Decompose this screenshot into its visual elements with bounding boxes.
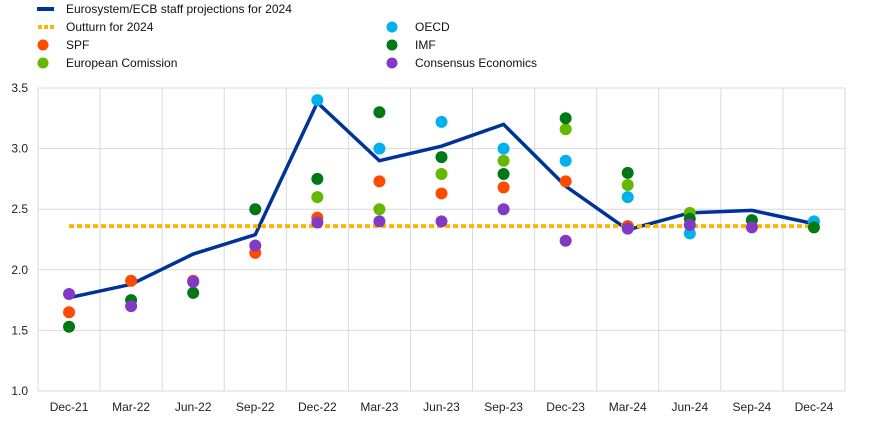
line-eurosystem-ecb-staff-projections-for-2024 — [68, 99, 815, 300]
x-tick-label: Dec-22 — [298, 400, 337, 414]
legend-item-consensus-economics: Consensus Economics — [386, 56, 537, 70]
point-imf — [249, 203, 262, 216]
legend-swatch — [386, 21, 398, 33]
point-european-comission — [435, 168, 448, 181]
point-spf — [435, 187, 448, 200]
point-spf — [373, 175, 386, 188]
x-tick-label: Dec-24 — [795, 400, 834, 414]
x-tick-label: Dec-23 — [546, 400, 585, 414]
x-tick-label: Jun-22 — [175, 400, 212, 414]
point-imf — [187, 286, 200, 299]
point-oecd — [311, 94, 324, 107]
point-imf — [435, 151, 448, 164]
point-imf — [63, 320, 76, 333]
legend-label: OECD — [415, 20, 450, 34]
point-imf — [559, 112, 572, 125]
y-tick-label: 3.5 — [11, 81, 28, 95]
legend-item-eurosystem-ecb-staff-projections-for-2024: Eurosystem/ECB staff projections for 202… — [37, 2, 292, 16]
legend-item-spf: SPF — [37, 38, 89, 52]
point-spf — [125, 274, 138, 287]
x-tick-label: Sep-22 — [236, 400, 275, 414]
x-tick-label: Jun-23 — [423, 400, 460, 414]
point-imf — [497, 168, 510, 181]
point-spf — [497, 181, 510, 194]
point-consensus-economics — [683, 218, 696, 231]
point-spf — [63, 306, 76, 319]
point-consensus-economics — [187, 275, 200, 288]
x-axis-ticks: Dec-21 Mar-22 Jun-22 Sep-22 Dec-22 Mar-23 Jun-… — [50, 400, 834, 414]
point-spf — [559, 175, 572, 188]
legend-label: European Comission — [66, 56, 177, 70]
point-consensus-economics — [125, 300, 138, 313]
legend-item-imf: IMF — [386, 38, 436, 52]
point-european-comission — [559, 123, 572, 136]
point-imf — [621, 166, 634, 179]
grid — [37, 87, 846, 392]
y-tick-label: 3.0 — [11, 142, 28, 156]
point-european-comission — [311, 191, 324, 204]
point-oecd — [497, 142, 510, 155]
legend-label: Outturn for 2024 — [66, 20, 154, 34]
legend-swatch — [37, 39, 49, 51]
point-consensus-economics — [63, 288, 76, 301]
x-tick-label: Mar-23 — [360, 400, 398, 414]
x-tick-label: Jun-24 — [671, 400, 708, 414]
point-consensus-economics — [497, 203, 510, 216]
point-european-comission — [497, 154, 510, 167]
point-consensus-economics — [311, 216, 324, 229]
x-tick-label: Sep-23 — [484, 400, 523, 414]
point-european-comission — [373, 203, 386, 216]
point-imf — [311, 172, 324, 185]
point-oecd — [683, 227, 696, 240]
y-tick-label: 1.0 — [11, 384, 28, 398]
point-oecd — [373, 142, 386, 155]
point-oecd — [559, 154, 572, 167]
legend-label: Consensus Economics — [415, 56, 537, 70]
legend-item-outturn-for-2024: Outturn for 2024 — [38, 20, 154, 34]
legend-label: Eurosystem/ECB staff projections for 202… — [66, 2, 292, 16]
legend-label: SPF — [66, 38, 89, 52]
x-tick-label: Dec-21 — [50, 400, 89, 414]
legend-item-european-comission: European Comission — [37, 56, 177, 70]
series-lines — [68, 99, 815, 300]
y-axis-ticks: 1.0 1.5 2.0 2.5 3.0 3.5 — [11, 81, 28, 398]
legend: Eurosystem/ECB staff projections for 202… — [37, 2, 537, 70]
point-consensus-economics — [621, 222, 634, 235]
point-consensus-economics — [249, 239, 262, 252]
y-tick-label: 2.0 — [11, 263, 28, 277]
x-tick-label: Mar-24 — [609, 400, 647, 414]
legend-swatch — [386, 57, 398, 69]
x-tick-label: Sep-24 — [733, 400, 772, 414]
point-european-comission — [621, 178, 634, 191]
legend-label: IMF — [415, 38, 436, 52]
x-tick-label: Mar-22 — [112, 400, 150, 414]
legend-swatch — [37, 57, 49, 69]
point-consensus-economics — [559, 234, 572, 247]
point-oecd — [621, 191, 634, 204]
y-tick-label: 1.5 — [11, 323, 28, 337]
point-consensus-economics — [373, 215, 386, 228]
point-consensus-economics — [435, 215, 448, 228]
point-imf — [807, 221, 820, 234]
point-oecd — [435, 115, 448, 128]
point-imf — [373, 106, 386, 119]
y-tick-label: 2.5 — [11, 202, 28, 216]
legend-swatch — [386, 39, 398, 51]
series-points — [63, 94, 820, 333]
point-consensus-economics — [745, 221, 758, 234]
legend-item-oecd: OECD — [386, 20, 450, 34]
